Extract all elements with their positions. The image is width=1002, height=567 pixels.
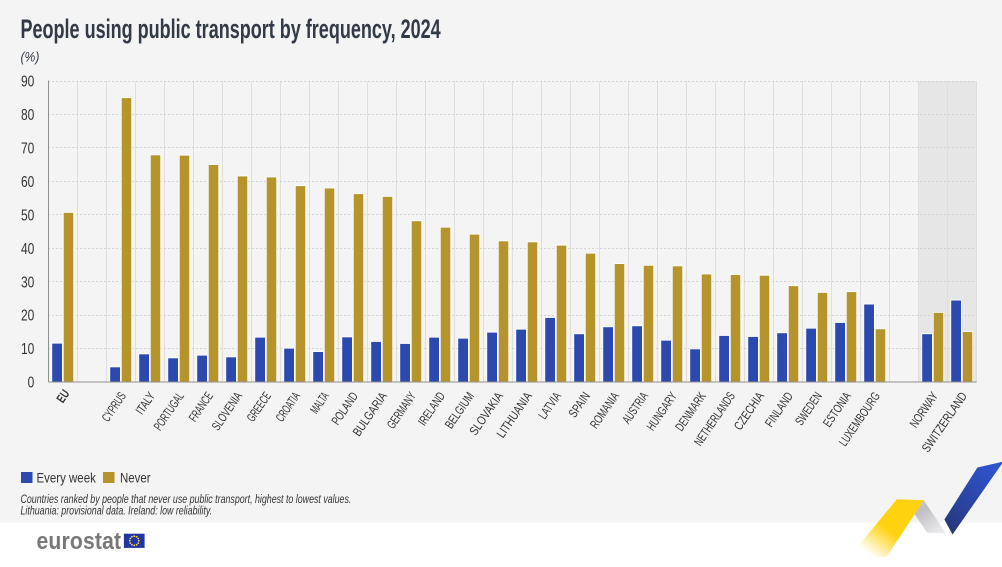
svg-text:People using public transport: People using public transport by frequen… — [21, 13, 441, 43]
svg-text:60: 60 — [21, 172, 35, 190]
svg-text:eurostat: eurostat — [37, 528, 122, 555]
svg-text:Every week: Every week — [37, 469, 97, 485]
svg-text:30: 30 — [21, 273, 35, 291]
svg-text:80: 80 — [21, 106, 35, 124]
svg-text:10: 10 — [21, 340, 35, 358]
svg-text:Lithuania: provisional data. I: Lithuania: provisional data. Ireland: lo… — [21, 506, 213, 518]
svg-text:0: 0 — [28, 373, 35, 391]
svg-text:40: 40 — [21, 239, 35, 257]
svg-text:(%): (%) — [21, 49, 40, 65]
svg-text:50: 50 — [21, 206, 35, 224]
svg-text:Never: Never — [120, 469, 151, 485]
svg-text:20: 20 — [21, 306, 35, 324]
svg-text:70: 70 — [21, 139, 35, 157]
svg-text:90: 90 — [21, 72, 35, 90]
svg-text:Countries ranked by people tha: Countries ranked by people that never us… — [21, 494, 352, 506]
